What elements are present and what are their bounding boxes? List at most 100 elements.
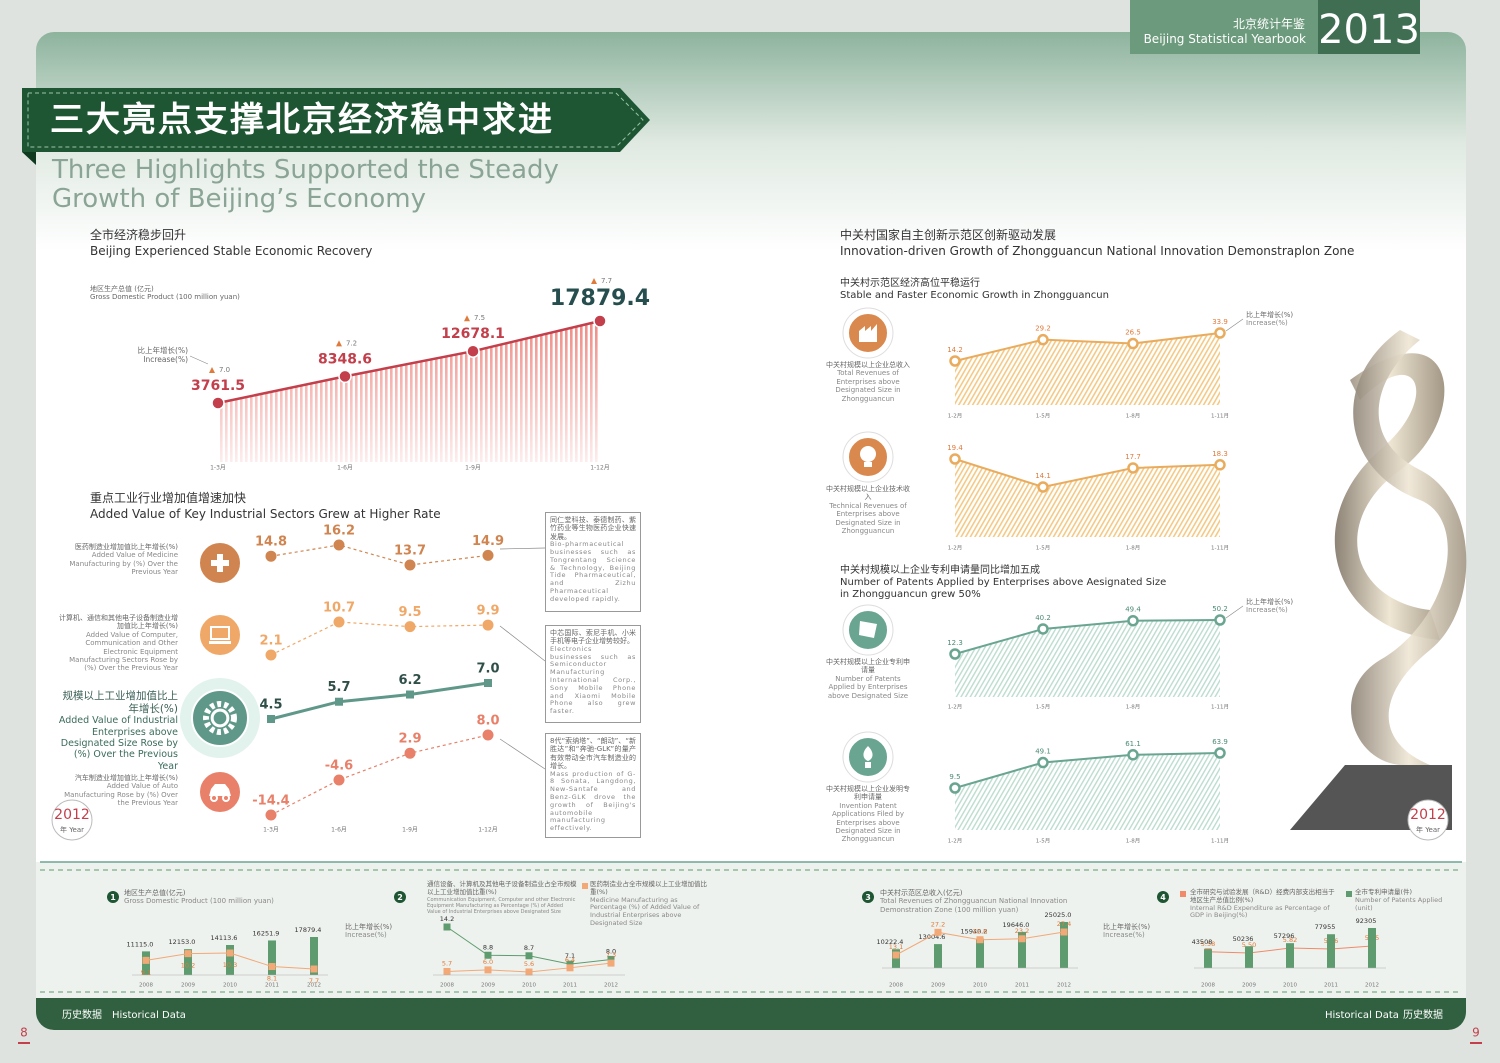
- chart-title: 地区生产总值(亿元) Gross Domestic Product (100 mi…: [124, 889, 324, 906]
- point: [335, 697, 343, 706]
- note-box-text: 8代“索纳塔”、“朗动”、“新胜达”和“奔驰-GLK”的量产有效带动全市汽车制造…: [550, 737, 636, 771]
- legend-text: 比上年增长(%): [1246, 311, 1294, 319]
- x-tick-label: 2011: [1324, 983, 1338, 989]
- value-label: 49.1: [1035, 748, 1051, 756]
- x-tick-label: 1-6月: [331, 827, 347, 834]
- icon-glyph: [210, 708, 230, 728]
- value-label: 8.8: [483, 943, 493, 951]
- point: [1214, 327, 1226, 339]
- point: [976, 936, 984, 944]
- x-tick-label: 1-11月: [1211, 838, 1229, 845]
- x-tick-label: 1-2月: [948, 545, 962, 552]
- point: [525, 952, 533, 960]
- footer-text: Historical Data: [1325, 1010, 1399, 1021]
- page-number: 9: [1472, 1026, 1480, 1040]
- series-label-text: 中关村规模以上企业发明专利申请量: [826, 785, 910, 802]
- line: [954, 619, 1221, 655]
- chart-title-text: Gross Domestic Product (100 million yuan…: [124, 897, 274, 906]
- header-year: 2013: [1318, 7, 1420, 53]
- value-label: 6.0: [483, 958, 493, 966]
- chart-title: 中关村示范区总收入(亿元) Total Revenues of Zhongguan…: [880, 889, 1080, 914]
- line: [270, 681, 489, 721]
- point: [466, 344, 480, 358]
- point: [593, 314, 607, 328]
- page-number: 8: [20, 1026, 28, 1040]
- x-tick-label: 1-2月: [948, 413, 962, 420]
- value-label: 63.9: [1212, 738, 1228, 746]
- series-label: 中关村规模以上企业总收入 Total Revenues of Enterprise…: [823, 361, 913, 403]
- history-band: [36, 862, 1466, 998]
- point: [338, 369, 352, 384]
- banner: [22, 88, 650, 152]
- row-label-text: Added Value of Medicine Manufacturing by…: [69, 551, 178, 577]
- value-label: 8.0: [606, 947, 616, 955]
- bar: [1286, 943, 1294, 968]
- legend-text: 医药制造业占全市规模以上工业增加值比重(%): [590, 880, 707, 896]
- legend-swatch: [1346, 891, 1352, 897]
- bar: [976, 938, 984, 968]
- value-label: 9.5: [398, 605, 421, 620]
- header-cn: 北京统计年鉴: [1232, 17, 1305, 31]
- index-circle: [862, 891, 874, 903]
- sculpture-ribbon: [1351, 330, 1467, 765]
- legend: 医药制造业占全市规模以上工业增加值比重(%) Medicine Manufactu…: [590, 880, 710, 928]
- point: [265, 649, 277, 661]
- value-label: 57296: [1274, 932, 1295, 940]
- footer-bar: [36, 998, 1466, 1030]
- x-tick-label: 2008: [440, 983, 454, 989]
- line: [270, 621, 489, 656]
- legend-text: 通信设备、计算机及其他电子设备制造业占全市规模以上工业增加值比重(%): [427, 880, 577, 896]
- icon-glyph: [859, 324, 877, 342]
- value-label: 40.2: [1035, 614, 1051, 622]
- legend: 全市专利申请量(件) Number of Patents Applied (uni…: [1355, 888, 1445, 912]
- bar: [226, 945, 234, 975]
- point: [607, 959, 615, 967]
- value-label: 14.9: [472, 534, 504, 549]
- point: [265, 809, 277, 821]
- chart-title-text: Total Revenues of Zhongguancun National …: [880, 897, 1068, 914]
- banner-fold: [22, 152, 36, 165]
- point: [142, 956, 150, 964]
- point: [566, 960, 574, 968]
- x-tick-label: 1-8月: [1126, 545, 1140, 552]
- chart-title-text: Gross Domestic Product (100 million yuan…: [90, 293, 240, 302]
- icon-glyph: [859, 621, 877, 638]
- point: [404, 747, 416, 759]
- x-tick-label: 1-5月: [1036, 413, 1050, 420]
- series-label-text: 中关村规模以上企业总收入: [826, 361, 910, 369]
- x-tick-label: 1-5月: [1036, 838, 1050, 845]
- value-label: 17.7: [1125, 453, 1141, 461]
- value-label: 33.9: [1212, 318, 1228, 326]
- icon-glyph: [211, 560, 229, 566]
- value-label: 3761.5: [191, 378, 245, 394]
- value-label: -4.6: [325, 759, 353, 774]
- value-label: 16251.9: [253, 929, 280, 937]
- point: [1037, 756, 1049, 769]
- x-tick-label: 2012: [1057, 983, 1071, 989]
- point: [267, 715, 275, 723]
- value-label: 9.5: [949, 773, 960, 781]
- banner-border: [27, 92, 644, 148]
- section-en: Added Value of Key Industrial Sectors Gr…: [90, 507, 441, 521]
- legend-text: Increase(%): [1246, 319, 1288, 328]
- index-circle: [107, 891, 119, 903]
- x-tick-label: 2011: [563, 983, 577, 989]
- value-label: 10222.4: [877, 938, 904, 946]
- area: [955, 333, 1220, 405]
- value-label: 14.2: [947, 346, 963, 354]
- x-tick-label: 1-6月: [337, 465, 353, 472]
- point: [268, 963, 276, 971]
- legend: 通信设备、计算机及其他电子设备制造业占全市规模以上工业增加值比重(%) Commu…: [427, 880, 577, 914]
- row-label-text: 医药制造业增加值比上年增长(%): [74, 543, 178, 551]
- x-tick-label: 2010: [973, 983, 987, 989]
- bar: [1327, 934, 1335, 968]
- bar: [892, 949, 900, 968]
- x-tick-label: 1-3月: [263, 827, 279, 834]
- point: [525, 968, 533, 976]
- point: [404, 621, 416, 633]
- x-tick-label: 1-3月: [210, 465, 226, 472]
- legend-swatch: [1180, 891, 1186, 897]
- point: [484, 966, 492, 974]
- row-label-text: 规模以上工业增加值比上年增长(%): [62, 690, 179, 715]
